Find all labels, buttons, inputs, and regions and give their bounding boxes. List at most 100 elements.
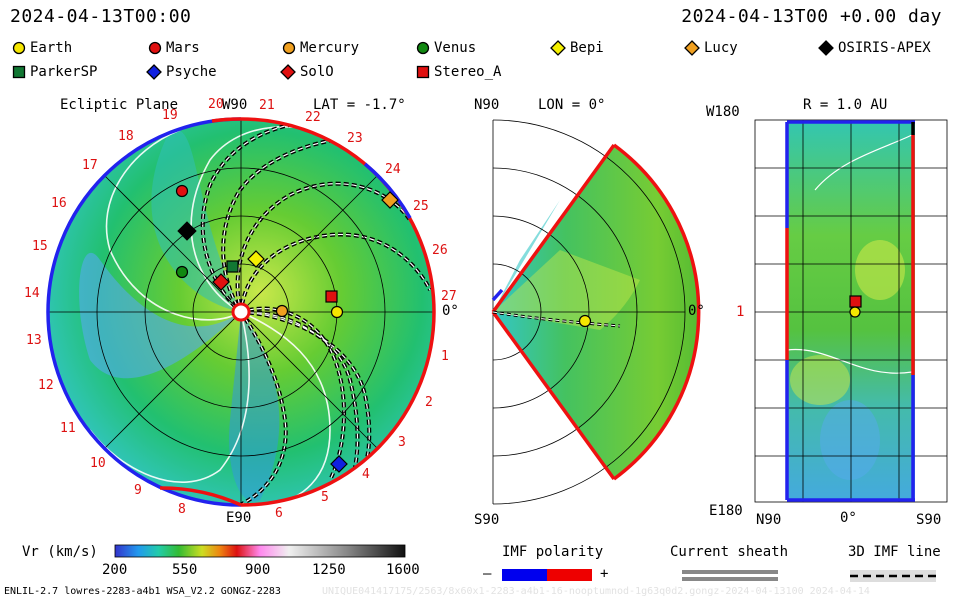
imf-minus-label: – <box>483 566 492 582</box>
rotation-3: 3 <box>398 435 406 450</box>
meridional-panel <box>491 119 701 505</box>
map-w180: W180 <box>706 104 740 120</box>
legend-item-bepi: Bepi <box>550 40 604 56</box>
e90-label: E90 <box>226 510 252 526</box>
map-s90: S90 <box>916 512 942 528</box>
earth-marker-icon <box>849 306 861 318</box>
mercury-marker-icon <box>275 304 289 318</box>
map-e180: E180 <box>709 503 743 519</box>
rotation-27: 27 <box>441 289 457 304</box>
rotation-4: 4 <box>362 467 370 482</box>
rotation-26: 26 <box>432 243 448 258</box>
bepi-marker-icon <box>247 250 265 268</box>
legend-label: OSIRIS-APEX <box>838 40 931 56</box>
parkersp-marker-icon <box>12 65 26 79</box>
mars-marker-icon <box>148 41 162 55</box>
imf-3d-line-title: 3D IMF line <box>848 544 941 560</box>
current-sheath-symbol <box>682 570 778 581</box>
imf-plus-label: + <box>600 566 609 582</box>
rotation-24: 24 <box>385 162 401 177</box>
rotation-13: 13 <box>26 333 42 348</box>
vr-colorbar <box>114 544 406 558</box>
bepi-marker-icon <box>550 40 566 56</box>
rotation-22: 22 <box>305 110 321 125</box>
map-one: 1 <box>736 304 745 320</box>
legend-label: Psyche <box>166 64 217 80</box>
legend-item-mercury: Mercury <box>282 40 359 56</box>
mercury-marker-icon <box>282 41 296 55</box>
legend-item-venus: Venus <box>416 40 476 56</box>
meridional-n90: N90 <box>474 97 500 113</box>
w90-label: W90 <box>222 97 248 113</box>
rotation-8: 8 <box>178 502 186 517</box>
rotation-25: 25 <box>413 199 429 214</box>
legend-label: ParkerSP <box>30 64 98 80</box>
latlon-map-panel <box>754 119 948 503</box>
stereo-a-marker-icon <box>416 65 430 79</box>
ecliptic-plane-panel <box>46 117 436 507</box>
lon-label: LON = 0° <box>538 97 606 113</box>
colorbar-tick-900: 900 <box>245 562 271 578</box>
rotation-9: 9 <box>134 483 142 498</box>
rotation-21: 21 <box>259 98 275 113</box>
legend-label: Venus <box>434 40 477 56</box>
legend-label: Mercury <box>300 40 360 56</box>
imf-polarity-title: IMF polarity <box>502 544 604 560</box>
meridional-zero: 0° <box>688 303 705 319</box>
mars-marker-icon <box>175 184 189 198</box>
earth-marker-icon <box>330 305 344 319</box>
colorbar-tick-550: 550 <box>172 562 198 578</box>
footer-model-info: ENLIL-2.7 lowres-2283-a4b1 WSA_V2.2 GONG… <box>4 586 281 597</box>
rotation-17: 17 <box>82 158 98 173</box>
imf-negative-bar <box>502 569 547 581</box>
right-timestamp: 2024-04-13T00 +0.00 day <box>681 6 942 27</box>
solo-marker-icon <box>280 64 296 80</box>
legend-item-parkersp: ParkerSP <box>12 64 97 80</box>
psyche-marker-icon <box>330 455 348 473</box>
colorbar-tick-1250: 1250 <box>312 562 346 578</box>
lat-label: LAT = -1.7° <box>313 97 406 113</box>
lucy-marker-icon <box>381 191 399 209</box>
left-timestamp: 2024-04-13T00:00 <box>10 6 192 27</box>
sun-icon <box>231 302 251 322</box>
legend-label: Bepi <box>570 40 604 56</box>
rotation-2: 2 <box>425 395 433 410</box>
rotation-18: 18 <box>118 129 134 144</box>
legend-label: Mars <box>166 40 200 56</box>
rotation-12: 12 <box>38 378 54 393</box>
parkersp-marker-icon <box>226 260 239 273</box>
map-n90: N90 <box>756 512 782 528</box>
colorbar-label: Vr (km/s) <box>22 544 98 560</box>
stereo-a-marker-icon <box>849 295 862 308</box>
footer-run-id: UNIQUE041417175/2563/8x60x1-2283-a4b1-16… <box>322 586 870 597</box>
rotation-1: 1 <box>441 349 449 364</box>
osiris-apex-marker-icon <box>818 40 834 56</box>
earth-marker-icon <box>12 41 26 55</box>
legend-item-stereo-a: Stereo_A <box>416 64 501 80</box>
legend-label: Stereo_A <box>434 64 502 80</box>
meridional-s90: S90 <box>474 512 500 528</box>
rotation-5: 5 <box>321 490 329 505</box>
imf-positive-bar <box>547 569 592 581</box>
legend-item-osiris-apex: OSIRIS-APEX <box>818 40 931 56</box>
legend-label: Earth <box>30 40 73 56</box>
rotation-16: 16 <box>51 196 67 211</box>
legend-label: SolO <box>300 64 334 80</box>
imf-3d-line-symbol <box>850 570 936 582</box>
colorbar-tick-200: 200 <box>102 562 128 578</box>
legend-item-solo: SolO <box>280 64 334 80</box>
rotation-6: 6 <box>275 506 283 521</box>
rotation-14: 14 <box>24 286 40 301</box>
colorbar-tick-1600: 1600 <box>386 562 420 578</box>
rotation-19: 19 <box>162 108 178 123</box>
legend-item-earth: Earth <box>12 40 72 56</box>
rotation-10: 10 <box>90 456 106 471</box>
current-sheath-title: Current sheath <box>670 544 789 560</box>
map-r-label: R = 1.0 AU <box>803 97 888 113</box>
psyche-marker-icon <box>146 64 162 80</box>
solo-marker-icon <box>212 273 230 291</box>
legend-item-lucy: Lucy <box>684 40 738 56</box>
rotation-11: 11 <box>60 421 76 436</box>
legend-label: Lucy <box>704 40 738 56</box>
